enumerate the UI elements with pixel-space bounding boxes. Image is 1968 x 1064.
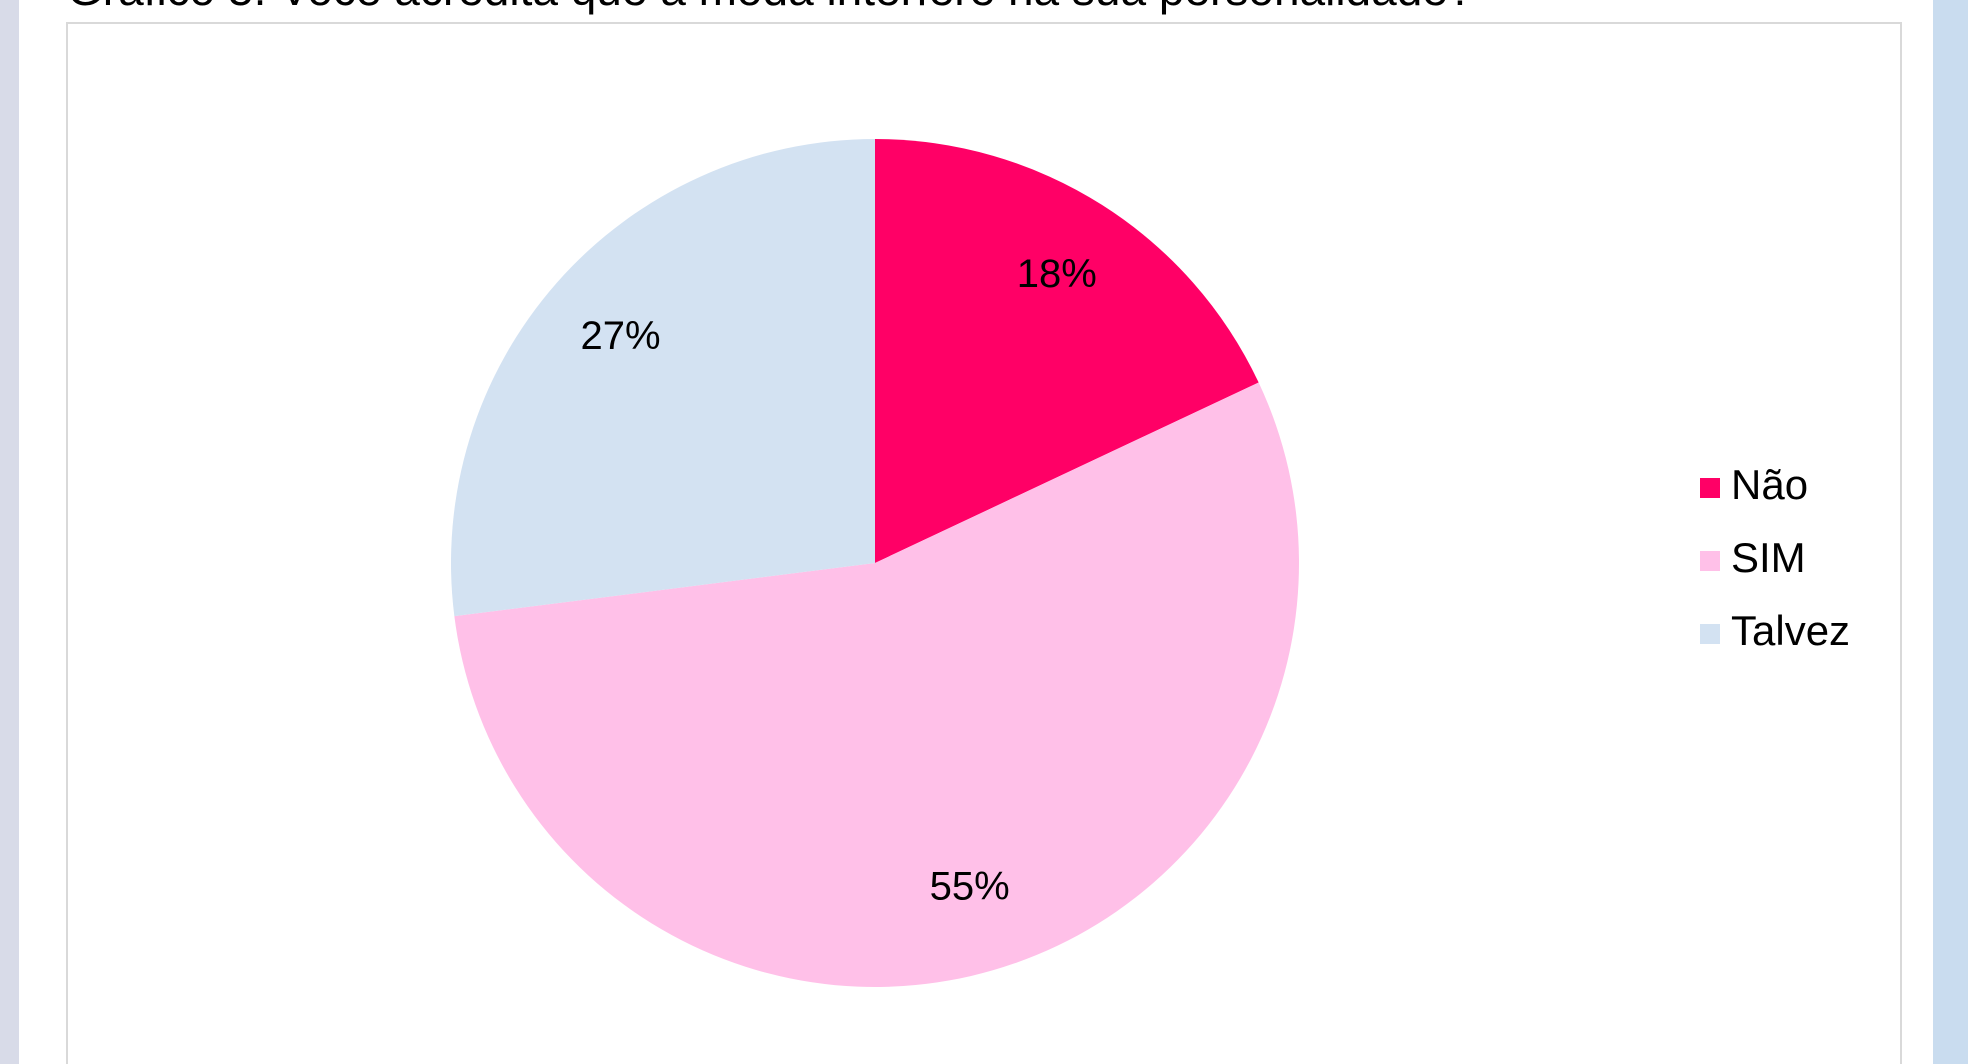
legend-label: SIM [1731,534,1806,581]
chart-title: Gráfico 5: Você acredita que a moda inte… [67,0,1473,15]
legend-label: Não [1731,461,1808,508]
data-label: 27% [581,314,661,358]
right-margin [1933,0,1968,1064]
pie-slice [451,139,875,617]
legend-label: Talvez [1731,607,1850,654]
data-label: 18% [1017,252,1097,296]
left-margin [0,0,19,1064]
pie-slice [875,139,1259,563]
legend-swatch [1700,551,1720,571]
legend: Não SIM Talvez [1700,461,1850,654]
data-label: 55% [930,864,1010,908]
legend-swatch [1700,624,1720,644]
pie-slice [454,382,1299,987]
legend-swatch [1700,478,1720,498]
pie: 18% 55% 27% [451,139,1299,987]
